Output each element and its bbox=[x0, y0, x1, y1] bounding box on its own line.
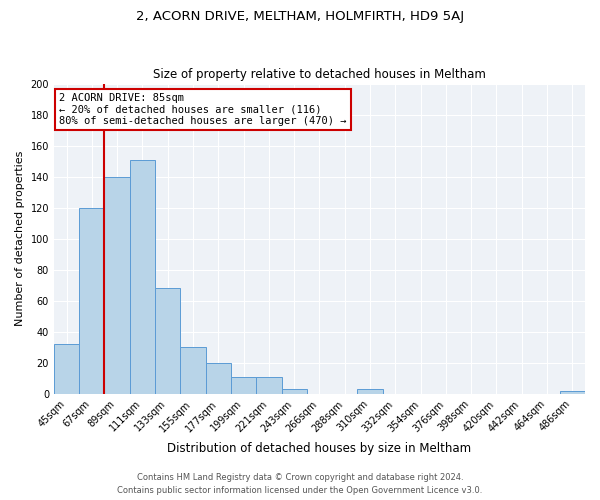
X-axis label: Distribution of detached houses by size in Meltham: Distribution of detached houses by size … bbox=[167, 442, 472, 455]
Text: Contains HM Land Registry data © Crown copyright and database right 2024.
Contai: Contains HM Land Registry data © Crown c… bbox=[118, 474, 482, 495]
Bar bbox=[206, 363, 231, 394]
Bar bbox=[181, 348, 206, 394]
Bar bbox=[231, 377, 256, 394]
Bar bbox=[155, 288, 181, 394]
Bar bbox=[54, 344, 79, 394]
Text: 2 ACORN DRIVE: 85sqm
← 20% of detached houses are smaller (116)
80% of semi-deta: 2 ACORN DRIVE: 85sqm ← 20% of detached h… bbox=[59, 93, 347, 126]
Bar bbox=[281, 389, 307, 394]
Y-axis label: Number of detached properties: Number of detached properties bbox=[15, 151, 25, 326]
Bar bbox=[104, 176, 130, 394]
Bar bbox=[79, 208, 104, 394]
Bar bbox=[130, 160, 155, 394]
Text: 2, ACORN DRIVE, MELTHAM, HOLMFIRTH, HD9 5AJ: 2, ACORN DRIVE, MELTHAM, HOLMFIRTH, HD9 … bbox=[136, 10, 464, 23]
Bar bbox=[256, 377, 281, 394]
Title: Size of property relative to detached houses in Meltham: Size of property relative to detached ho… bbox=[153, 68, 486, 81]
Bar bbox=[560, 391, 585, 394]
Bar bbox=[358, 389, 383, 394]
